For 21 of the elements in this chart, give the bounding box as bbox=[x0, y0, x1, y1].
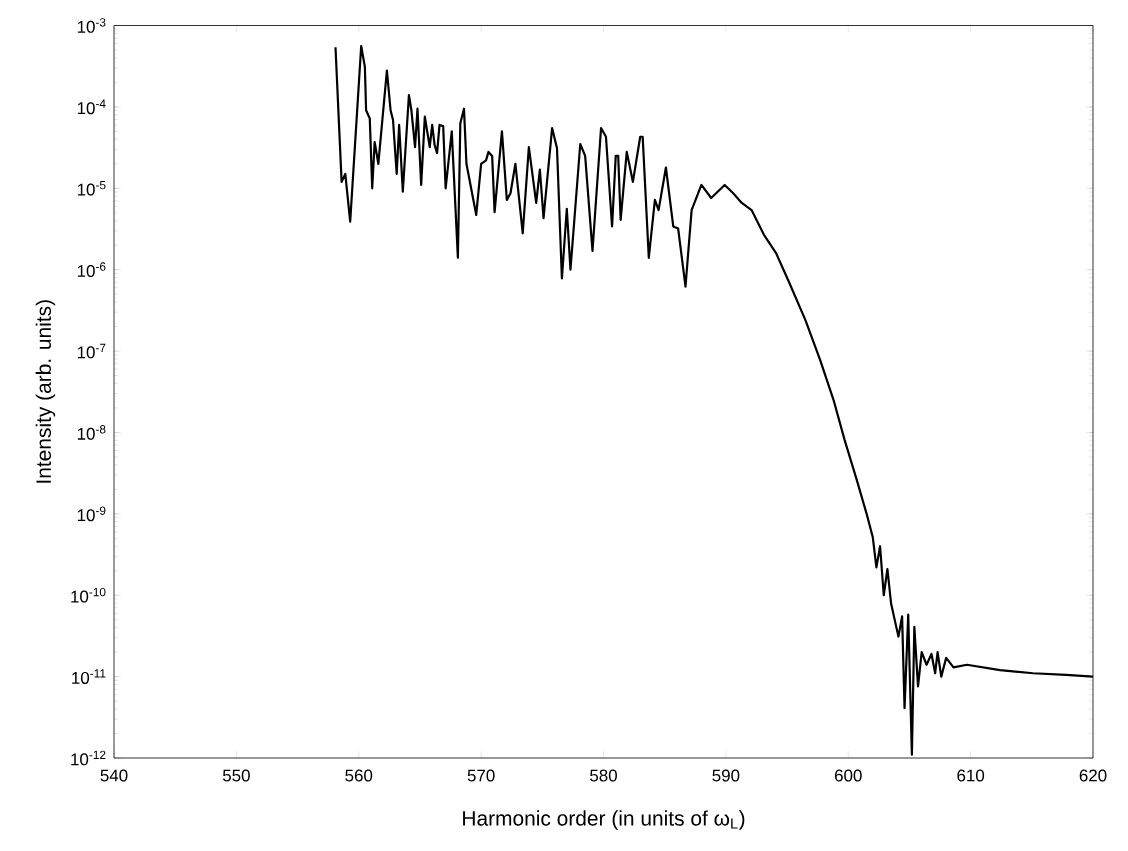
x-tick-label: 540 bbox=[100, 769, 128, 782]
y-tick-label: 10$^{-12}$ bbox=[71, 750, 106, 766]
y-tick-label: 10$^{-9}$ bbox=[77, 506, 106, 522]
y-tick-label: 10$^{-10}$ bbox=[71, 587, 106, 603]
x-tick-label: 610 bbox=[957, 769, 985, 782]
x-tick-label: 600 bbox=[834, 769, 862, 782]
x-tick-label: 570 bbox=[467, 769, 495, 782]
y-tick-label: 10$^{-8}$ bbox=[77, 425, 106, 440]
x-tick-label: 550 bbox=[222, 769, 250, 782]
x-axis-title: Harmonic order (in units of ω$_{L}$) bbox=[463, 810, 745, 830]
y-tick-label: 10$^{-5}$ bbox=[77, 181, 106, 196]
x-tick-label: 590 bbox=[712, 769, 740, 782]
x-tick-label: 560 bbox=[345, 769, 373, 782]
y-tick-label: 10$^{-3}$ bbox=[77, 18, 106, 33]
y-tick-label: 10$^{-4}$ bbox=[77, 99, 106, 115]
y-tick-label: 10$^{-6}$ bbox=[77, 262, 106, 278]
x-tick-label: 620 bbox=[1079, 769, 1107, 782]
y-tick-label: 10$^{-11}$ bbox=[72, 669, 106, 684]
y-axis-title: Intensity (arb. units) bbox=[35, 300, 56, 483]
y-tick-label: 10$^{-7}$ bbox=[77, 343, 106, 359]
x-tick-label: 580 bbox=[590, 769, 617, 782]
